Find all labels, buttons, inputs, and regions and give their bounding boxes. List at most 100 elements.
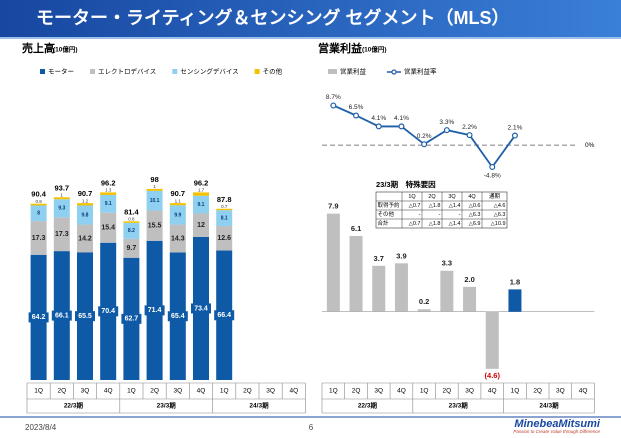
table-cell: △10.9 [491,221,506,227]
value-label: 7.9 [328,202,338,211]
value-label: 2.1% [508,124,523,131]
legend-swatch [254,69,260,74]
x-tick-label: 2Q [243,388,252,395]
x-tick-label: 1Q [329,388,338,395]
bar-segment [123,238,140,258]
bar-segment [77,224,93,253]
value-label: (4.6) [485,371,501,380]
table-cell: - [459,212,461,218]
logo: MinebeaMitsumi [514,418,601,430]
table-row-label: 合計 [378,219,390,227]
total-label: 96.2 [101,178,116,187]
bar [440,270,454,312]
value-label: 9.8 [82,212,89,218]
group-label: 24/3期 [249,401,269,410]
bar-segment [169,203,186,206]
value-label: 9.3 [58,206,65,212]
value-label: 2.2% [462,124,477,131]
bar-segment [216,208,233,211]
value-label: 1.1 [175,198,182,203]
footer-date: 2023/8/4 [25,423,57,432]
line-marker [466,132,473,139]
total-label: 81.4 [124,207,139,216]
x-tick-label: 4Q [579,388,588,395]
bar-segment [53,199,70,218]
x-tick-label: 2Q [533,388,542,395]
value-label: 71.4 [148,307,162,314]
x-tick-label: 4Q [104,388,113,395]
value-label: 12.6 [217,235,231,242]
value-label: 6.1 [351,224,361,233]
x-tick-label: 1Q [34,388,43,395]
value-label: 66.1 [55,312,69,319]
x-tick-label: 4Q [488,388,497,395]
value-label: 70.4 [101,308,115,315]
line-marker [353,112,360,119]
label-box [214,310,235,321]
bar-segment [123,221,140,223]
x-tick-label: 4Q [397,388,406,395]
x-tick-label: 4Q [289,388,298,395]
value-label: 3.3% [439,119,454,126]
x-tick-label: 3Q [556,388,565,395]
value-label: 8.7% [326,94,341,101]
line-marker [398,123,405,130]
table-cell: △1.8 [429,221,441,227]
value-label: 1 [153,184,156,189]
value-label: 0.2% [417,133,432,140]
value-label: 3.3 [442,259,452,268]
value-label: 8.1 [221,215,228,221]
bar-segment [100,194,117,213]
legend-label: その他 [263,67,283,76]
value-label: 65.5 [78,313,92,320]
total-label: 90.7 [170,189,185,198]
value-label: 66.4 [217,312,231,319]
x-tick-label: 2Q [352,388,361,395]
table-cell: △6.3 [494,212,506,218]
x-tick-label: 2Q [150,388,159,395]
label-box [167,311,188,322]
table-header: 通期 [489,192,501,200]
value-label: 2.0 [464,275,474,284]
group-label: 23/3期 [157,401,177,410]
line-marker [489,163,496,170]
bar-segment [100,212,117,243]
value-label: 64.2 [32,314,46,321]
x-tick-label: 1Q [127,388,136,395]
legend-swatch [328,69,337,74]
bar [326,213,340,312]
legend-swatch [40,69,45,74]
bar [463,286,477,312]
total-label: 93.7 [54,183,69,192]
bar [394,263,408,312]
legend-label: 営業利益率 [404,67,437,76]
x-tick-label: 1Q [420,388,429,395]
legend-marker [391,69,397,75]
value-label: 15.4 [101,225,115,232]
chart-unit: (10億円) [53,45,78,54]
table-cell: △0.6 [469,203,481,209]
bar-segment [146,210,163,241]
content: 売上高(10億円)モーター エレクトロデバイス センシングデバイス その他64.217… [22,41,595,414]
value-label: 14.2 [78,235,92,242]
line-marker [511,132,518,139]
table-cell: △6.9 [469,221,481,227]
bar-segment [216,225,233,251]
bar-segment [146,190,163,211]
value-label: 15.5 [148,223,162,230]
line-marker [421,141,428,148]
bar-segment [30,221,47,255]
bar-segment [100,192,117,195]
group-label: 24/3期 [539,401,559,410]
value-label: 14.3 [171,235,185,242]
value-label: 17.3 [55,231,69,238]
y-tick-label: 0% [585,142,595,149]
bar-segment [30,205,47,222]
x-tick-label: 3Q [266,388,275,395]
value-label: 9.1 [198,202,205,208]
bar-segment [216,210,233,226]
slide-title: モーター・ライティング＆センシング セグメント（MLS） [36,7,510,28]
label-box [75,311,95,322]
value-label: -4.8% [484,173,501,180]
